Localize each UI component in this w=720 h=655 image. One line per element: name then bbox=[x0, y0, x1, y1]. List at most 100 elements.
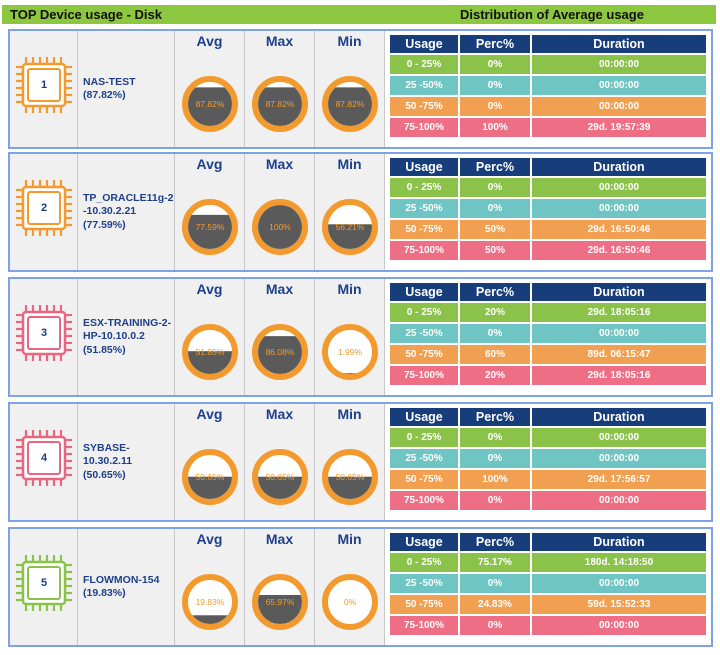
max-gauge: 65.97% bbox=[249, 571, 311, 633]
max-column-header: Max bbox=[265, 33, 294, 49]
perc-header: Perc% bbox=[460, 533, 530, 551]
min-gauge-cell: Min 1.99% bbox=[315, 279, 385, 395]
max-column-header: Max bbox=[265, 281, 294, 297]
distribution-title: Distribution of Average usage bbox=[460, 7, 644, 22]
usage-percent: 50% bbox=[460, 241, 530, 260]
perc-header: Perc% bbox=[460, 408, 530, 426]
gauge-fill bbox=[328, 373, 372, 374]
usage-duration: 00:00:00 bbox=[532, 449, 706, 468]
min-column-header: Min bbox=[337, 281, 362, 297]
distribution-table-cell: Usage Perc% Duration 0 - 25% 0% 00:00:00… bbox=[385, 404, 711, 520]
chip-icon: 1 bbox=[14, 55, 74, 115]
device-name-cell: FLOWMON-154 (19.83%) bbox=[78, 529, 175, 645]
distribution-table: Usage Perc% Duration 0 - 25% 20% 29d. 18… bbox=[388, 281, 708, 387]
usage-duration: 29d. 18:05:16 bbox=[532, 303, 706, 322]
usage-duration: 00:00:00 bbox=[532, 491, 706, 510]
device-block: 2 TP_ORACLE11g-2 -10.30.2.21 (77.59%) Avg 77… bbox=[8, 152, 713, 272]
table-row: 50 -75% 24.83% 59d. 15:52:33 bbox=[390, 595, 706, 614]
usage-duration: 00:00:00 bbox=[532, 428, 706, 447]
device-name-line: ESX-TRAINING-2- bbox=[83, 317, 172, 330]
gauge-value-label: 19.83% bbox=[196, 597, 225, 607]
usage-percent: 20% bbox=[460, 303, 530, 322]
gauge-ring bbox=[322, 324, 378, 380]
usage-duration: 29d. 17:56:57 bbox=[532, 470, 706, 489]
duration-header: Duration bbox=[532, 158, 706, 176]
table-header-row: Usage Perc% Duration bbox=[390, 35, 706, 53]
avg-gauge-cell: Avg 77.59% bbox=[175, 154, 245, 270]
duration-header: Duration bbox=[532, 408, 706, 426]
table-row: 75-100% 20% 29d. 18:05:16 bbox=[390, 366, 706, 385]
device-block: 3 ESX-TRAINING-2- HP-10.10.0.2 (51.85%) Avg … bbox=[8, 277, 713, 397]
usage-duration: 29d. 18:05:16 bbox=[532, 366, 706, 385]
table-row: 25 -50% 0% 00:00:00 bbox=[390, 324, 706, 343]
device-icon-cell: 5 bbox=[10, 529, 78, 645]
distribution-table-cell: Usage Perc% Duration 0 - 25% 20% 29d. 18… bbox=[385, 279, 711, 395]
table-row: 0 - 25% 0% 00:00:00 bbox=[390, 428, 706, 447]
device-rank: 3 bbox=[40, 327, 48, 339]
usage-range: 0 - 25% bbox=[390, 178, 458, 197]
usage-duration: 29d. 19:57:39 bbox=[532, 118, 706, 137]
table-row: 25 -50% 0% 00:00:00 bbox=[390, 574, 706, 593]
avg-gauge: 19.83% bbox=[179, 571, 241, 633]
avg-gauge: 50.65% bbox=[179, 446, 241, 508]
max-gauge-cell: Max 65.97% bbox=[245, 529, 315, 645]
min-gauge: 56.21% bbox=[319, 196, 381, 258]
max-column-header: Max bbox=[265, 156, 294, 172]
device-name[interactable]: ESX-TRAINING-2- HP-10.10.0.2 (51.85%) bbox=[83, 279, 175, 395]
perc-header: Perc% bbox=[460, 158, 530, 176]
table-row: 75-100% 0% 00:00:00 bbox=[390, 491, 706, 510]
usage-percent: 100% bbox=[460, 118, 530, 137]
chip-icon: 3 bbox=[14, 303, 74, 363]
usage-duration: 00:00:00 bbox=[532, 574, 706, 593]
min-gauge-cell: Min 56.21% bbox=[315, 154, 385, 270]
avg-column-header: Avg bbox=[196, 281, 223, 297]
device-name-cell: NAS-TEST (87.82%) bbox=[78, 31, 175, 147]
usage-header: Usage bbox=[390, 158, 458, 176]
usage-header: Usage bbox=[390, 283, 458, 301]
device-block: 5 FLOWMON-154 (19.83%) Avg 19.83% Max 65.97… bbox=[8, 527, 713, 647]
device-name[interactable]: NAS-TEST (87.82%) bbox=[83, 31, 175, 147]
min-gauge-cell: Min 50.65% bbox=[315, 404, 385, 520]
device-name[interactable]: FLOWMON-154 (19.83%) bbox=[83, 529, 175, 645]
min-gauge-cell: Min 87.82% bbox=[315, 31, 385, 147]
chip-icon: 4 bbox=[14, 428, 74, 488]
distribution-table: Usage Perc% Duration 0 - 25% 0% 00:00:00… bbox=[388, 406, 708, 512]
usage-percent: 0% bbox=[460, 199, 530, 218]
device-name[interactable]: TP_ORACLE11g-2 -10.30.2.21 (77.59%) bbox=[83, 154, 175, 270]
usage-header: Usage bbox=[390, 533, 458, 551]
gauge-value-label: 56.21% bbox=[336, 222, 365, 232]
usage-duration: 00:00:00 bbox=[532, 76, 706, 95]
gauge-value-label: 1.99% bbox=[338, 347, 363, 357]
usage-range: 75-100% bbox=[390, 491, 458, 510]
perc-header: Perc% bbox=[460, 283, 530, 301]
usage-duration: 00:00:00 bbox=[532, 97, 706, 116]
max-column-header: Max bbox=[265, 531, 294, 547]
table-header-row: Usage Perc% Duration bbox=[390, 533, 706, 551]
perc-header: Perc% bbox=[460, 35, 530, 53]
usage-percent: 0% bbox=[460, 428, 530, 447]
gauge-ring bbox=[322, 449, 378, 505]
device-name[interactable]: SYBASE- 10.30.2.11 (50.65%) bbox=[83, 404, 175, 520]
gauge-value-label: 87.82% bbox=[196, 99, 225, 109]
max-gauge: 87.82% bbox=[249, 73, 311, 135]
gauge-ring bbox=[182, 574, 238, 630]
avg-gauge: 87.82% bbox=[179, 73, 241, 135]
device-name-line: (19.83%) bbox=[83, 587, 126, 599]
usage-range: 75-100% bbox=[390, 118, 458, 137]
distribution-table-cell: Usage Perc% Duration 0 - 25% 75.17% 180d… bbox=[385, 529, 711, 645]
usage-percent: 0% bbox=[460, 491, 530, 510]
table-row: 0 - 25% 0% 00:00:00 bbox=[390, 55, 706, 74]
usage-range: 25 -50% bbox=[390, 199, 458, 218]
usage-percent: 24.83% bbox=[460, 595, 530, 614]
usage-percent: 75.17% bbox=[460, 553, 530, 572]
usage-range: 25 -50% bbox=[390, 449, 458, 468]
device-name-line: TP_ORACLE11g-2 bbox=[83, 192, 174, 205]
device-name-line: (77.59%) bbox=[83, 218, 126, 231]
max-gauge-cell: Max 50.65% bbox=[245, 404, 315, 520]
table-header-row: Usage Perc% Duration bbox=[390, 283, 706, 301]
usage-percent: 0% bbox=[460, 76, 530, 95]
gauge-value-label: 86.08% bbox=[266, 347, 295, 357]
avg-gauge-cell: Avg 87.82% bbox=[175, 31, 245, 147]
usage-percent: 0% bbox=[460, 449, 530, 468]
usage-header: Usage bbox=[390, 35, 458, 53]
